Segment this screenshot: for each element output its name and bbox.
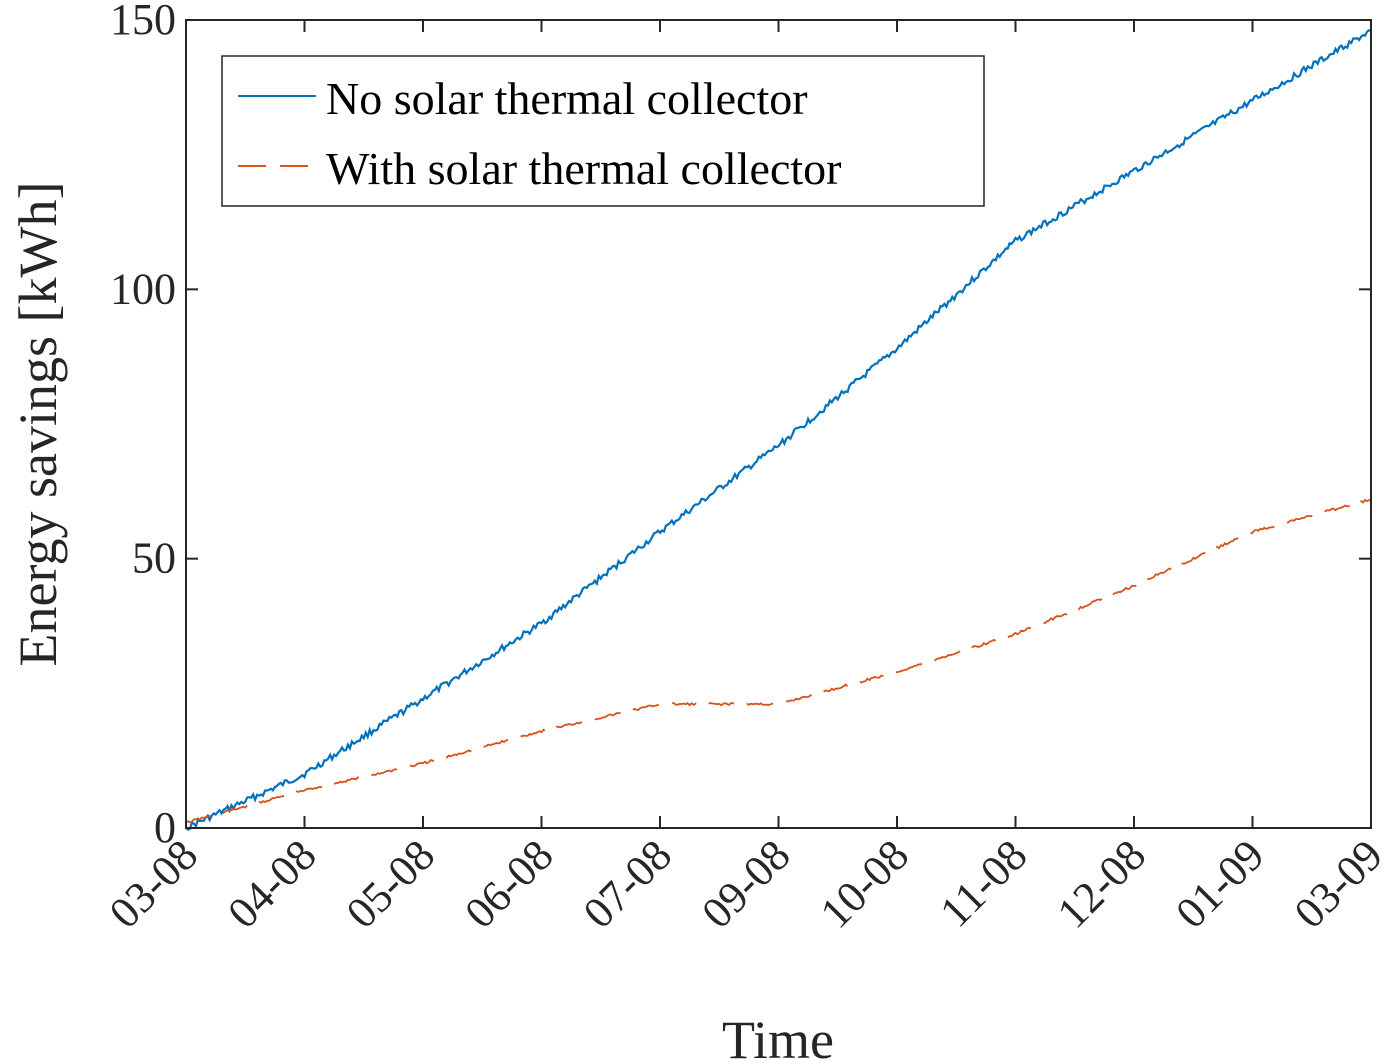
- y-axis-ticks: 0 50 100 150: [110, 0, 1371, 852]
- y-tick-label: 50: [132, 534, 176, 583]
- x-tick-label: 11-08: [930, 830, 1036, 936]
- x-axis-title: Time: [722, 1010, 834, 1064]
- series-line-0: [185, 29, 1372, 831]
- x-tick-label: 10-08: [811, 830, 918, 937]
- y-tick-label: 0: [154, 803, 176, 852]
- x-tick-label: 09-08: [692, 830, 799, 937]
- legend-label-no-solar: No solar thermal collector: [326, 73, 808, 124]
- y-axis-title: Energy savings [kWh]: [8, 182, 68, 667]
- x-tick-label: 07-08: [574, 830, 681, 937]
- series-line-1: [185, 498, 1372, 824]
- x-tick-label: 04-08: [218, 830, 325, 937]
- legend: No solar thermal collector With solar th…: [221, 55, 985, 207]
- legend-box: [221, 55, 985, 207]
- x-tick-label: 03-09: [1285, 830, 1392, 937]
- y-tick-label: 100: [110, 264, 176, 313]
- plot-lines: [185, 29, 1372, 831]
- legend-label-with-solar: With solar thermal collector: [326, 143, 841, 194]
- x-tick-label: 12-08: [1048, 830, 1155, 937]
- x-tick-label: 01-09: [1166, 830, 1273, 937]
- x-tick-label: 06-08: [455, 830, 562, 937]
- y-tick-label: 150: [110, 0, 176, 44]
- x-tick-label: 05-08: [337, 830, 444, 937]
